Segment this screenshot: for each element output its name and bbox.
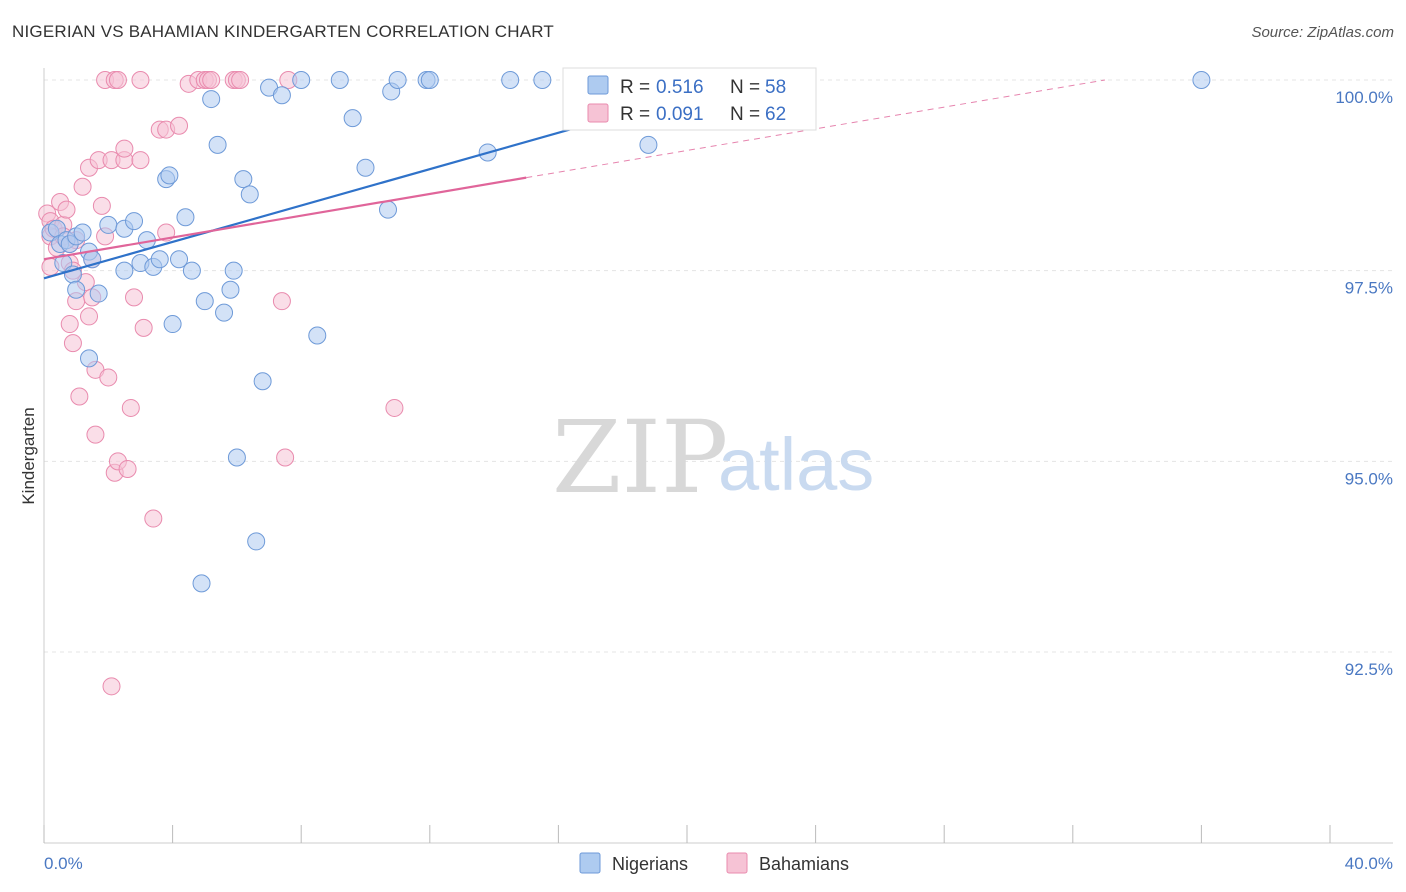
bahamian-point <box>144 509 163 528</box>
bahamian-point <box>125 288 144 307</box>
nigerian-point <box>170 250 189 269</box>
bahamian-point <box>170 116 189 135</box>
nigerian-point <box>234 170 253 189</box>
nigerian-point <box>163 315 182 334</box>
bahamian-point <box>131 71 150 89</box>
nigerian-point <box>501 71 520 89</box>
nigerian-point <box>160 166 179 185</box>
nigerian-point <box>73 223 92 242</box>
nigerian-point <box>176 208 195 227</box>
legend-n-value-1: 58 <box>765 77 786 98</box>
chart-title: NIGERIAN VS BAHAMIAN KINDERGARTEN CORREL… <box>12 22 555 41</box>
legend-r-label-2: R = <box>620 104 650 125</box>
series-legend: Nigerians Bahamians <box>579 852 849 874</box>
legend-swatch-bahamians <box>587 103 609 123</box>
watermark-atlas: atlas <box>718 423 874 506</box>
bottom-legend-swatch-bahamians <box>726 852 748 874</box>
nigerian-point <box>388 71 407 89</box>
nigerian-point <box>240 185 259 204</box>
bahamian-point <box>118 459 137 478</box>
nigerian-point <box>195 292 214 311</box>
nigerian-point <box>356 158 375 177</box>
bahamian-point <box>131 151 150 170</box>
legend-n-value-2: 62 <box>765 104 786 125</box>
nigerian-point <box>639 135 658 154</box>
bottom-legend-label-bahamians: Bahamians <box>759 854 849 874</box>
nigerian-point <box>182 261 201 280</box>
nigerian-point <box>247 532 266 551</box>
legend-r-label-1: R = <box>620 77 650 98</box>
bahamian-point <box>86 425 105 444</box>
nigerian-point <box>343 109 362 128</box>
nigerian-point <box>67 280 86 299</box>
nigerian-point <box>308 326 327 345</box>
nigerian-point <box>99 215 118 234</box>
nigerian-point <box>150 250 169 269</box>
axis-layer: 92.5% 95.0% 97.5% 100.0% <box>43 68 1393 844</box>
nigerian-point <box>224 261 243 280</box>
nigerian-point <box>89 284 108 303</box>
bahamian-point <box>385 398 404 417</box>
nigerian-point <box>125 212 144 231</box>
grid-layer <box>44 79 1393 653</box>
nigerian-point <box>292 71 311 89</box>
y-tick-label: 97.5% <box>1345 279 1393 298</box>
nigerian-point <box>227 448 246 467</box>
nigerian-point <box>115 261 134 280</box>
y-axis-title: Kindergarten <box>19 407 38 504</box>
nigerian-point <box>253 372 272 391</box>
nigerian-point <box>221 280 240 299</box>
bahamian-point <box>73 177 92 196</box>
bahamian-trend-extension <box>526 79 1106 179</box>
nigerian-point <box>533 71 552 89</box>
legend-r-value-1: 0.516 <box>656 77 704 98</box>
bahamian-point <box>70 387 89 406</box>
bahamian-point <box>80 307 99 326</box>
nigerian-point <box>379 200 398 219</box>
x-tick-max: 40.0% <box>1345 854 1393 873</box>
nigerian-point <box>330 71 349 89</box>
nigerian-point <box>272 86 291 105</box>
stats-legend: R = 0.516 N = 58 R = 0.091 N = 62 <box>562 67 817 131</box>
x-tick-min: 0.0% <box>44 854 83 873</box>
bahamian-point <box>231 71 250 89</box>
nigerian-point <box>202 90 221 109</box>
bahamian-point <box>115 139 134 158</box>
watermark-zip: ZIP <box>552 399 728 516</box>
y-tick-label: 100.0% <box>1335 88 1393 107</box>
bahamian-point <box>134 318 153 337</box>
bahamian-point <box>202 71 221 89</box>
points-layer <box>38 71 1211 696</box>
y-tick-label: 95.0% <box>1345 469 1393 488</box>
bahamian-point <box>272 292 291 311</box>
source-label: Source: ZipAtlas.com <box>1251 24 1394 41</box>
nigerian-point <box>420 71 439 89</box>
legend-swatch-nigerians <box>587 75 609 95</box>
nigerian-point <box>1192 71 1211 89</box>
bahamian-point <box>60 315 79 334</box>
legend-n-label-2: N = <box>730 104 760 125</box>
bahamian-point <box>276 448 295 467</box>
bahamian-trend-line <box>43 176 527 261</box>
bahamian-point <box>99 368 118 387</box>
watermark: ZIP atlas <box>552 399 874 516</box>
nigerian-point <box>208 135 227 154</box>
nigerian-point <box>80 349 99 368</box>
legend-r-value-2: 0.091 <box>656 104 704 125</box>
bahamian-point <box>57 200 76 219</box>
bahamian-point <box>63 334 82 353</box>
bahamian-point <box>121 398 140 417</box>
bottom-legend-swatch-nigerians <box>579 852 601 874</box>
legend-n-label-1: N = <box>730 77 760 98</box>
y-tick-label: 92.5% <box>1345 660 1393 679</box>
bottom-legend-label-nigerians: Nigerians <box>612 854 688 874</box>
nigerian-point <box>192 574 211 593</box>
bahamian-point <box>102 677 121 696</box>
nigerian-point <box>215 303 234 322</box>
bahamian-point <box>92 196 111 215</box>
bahamian-point <box>108 71 127 89</box>
